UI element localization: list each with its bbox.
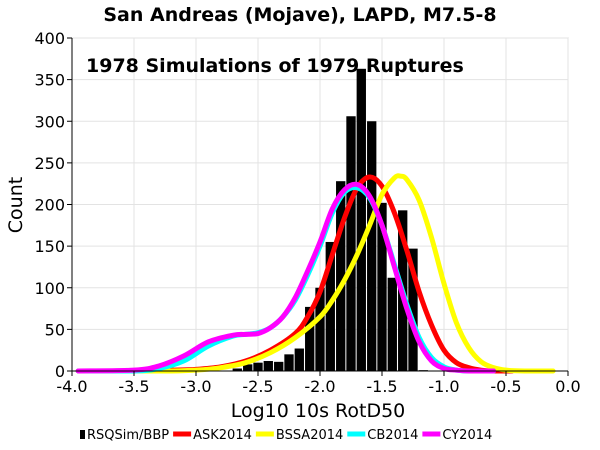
x-tick-label: -3.5: [118, 377, 149, 396]
x-tick-label: -0.5: [490, 377, 521, 396]
x-tick-label: -2.0: [304, 377, 335, 396]
y-tick-label: 200: [34, 196, 65, 215]
series-line-bssa2014: [75, 173, 556, 374]
histogram-bar: [253, 362, 263, 371]
chart-annotation: 1978 Simulations of 1979 Ruptures: [86, 55, 464, 77]
y-tick-label: 300: [34, 112, 65, 131]
series-lines: [75, 173, 556, 374]
y-axis-label: Count: [5, 177, 27, 233]
x-tick-label: -3.0: [180, 377, 211, 396]
legend-label: CY2014: [442, 428, 492, 443]
legend-item-cb2014: CB2014: [347, 428, 418, 443]
histogram-bar: [263, 361, 273, 371]
x-tick-label: -4.0: [56, 377, 87, 396]
legend-swatch: [80, 430, 85, 439]
histogram-bar: [346, 116, 356, 371]
legend-label: CB2014: [367, 428, 418, 443]
legend-item-cy2014: CY2014: [422, 428, 492, 443]
histogram-bar: [387, 277, 397, 371]
chart-title: San Andreas (Mojave), LAPD, M7.5-8: [103, 4, 496, 26]
y-tick-label: 350: [34, 71, 65, 90]
x-axis-label: Log10 10s RotD50: [231, 400, 406, 422]
y-tick-label: 100: [34, 279, 65, 298]
histogram-bar: [408, 248, 418, 371]
histogram-bar: [377, 202, 387, 371]
legend-label: BSSA2014: [276, 428, 343, 443]
histogram-bar: [274, 361, 284, 371]
legend: RSQSim/BBP ASK2014 BSSA2014 CB2014 CY2014: [80, 428, 492, 443]
legend-item-bssa2014: BSSA2014: [255, 428, 343, 443]
y-tick-label: 0: [55, 362, 65, 381]
x-tick-label: 0.0: [555, 377, 580, 396]
histogram-bar: [232, 368, 242, 371]
histogram-bar: [367, 121, 377, 371]
histogram-bar: [356, 68, 366, 372]
histogram-bar: [284, 354, 294, 371]
series-line-cy2014: [75, 181, 497, 374]
y-tick-label: 150: [34, 237, 65, 256]
histogram-bar: [315, 287, 325, 371]
y-ticks: 0 50 100 150 200 250 300 350 400: [34, 29, 72, 381]
x-tick-label: -1.0: [428, 377, 459, 396]
legend-label: ASK2014: [193, 428, 252, 443]
legend-label: RSQSim/BBP: [87, 428, 169, 443]
legend-item-rsqsim-bbp: RSQSim/BBP: [80, 428, 169, 443]
y-tick-label: 50: [45, 320, 65, 339]
legend-item-ask2014: ASK2014: [173, 428, 252, 443]
histogram-bar: [243, 364, 253, 371]
x-tick-label: -1.5: [366, 377, 397, 396]
x-ticks: -4.0 -3.5 -3.0 -2.5 -2.0 -1.5 -1.0 -0.5 0.0: [56, 371, 581, 396]
histogram-bar: [305, 306, 315, 371]
x-tick-label: -2.5: [242, 377, 273, 396]
histogram-bar: [294, 348, 304, 371]
y-tick-label: 250: [34, 154, 65, 173]
histogram-bar: [336, 181, 346, 371]
y-tick-label: 400: [34, 29, 65, 48]
